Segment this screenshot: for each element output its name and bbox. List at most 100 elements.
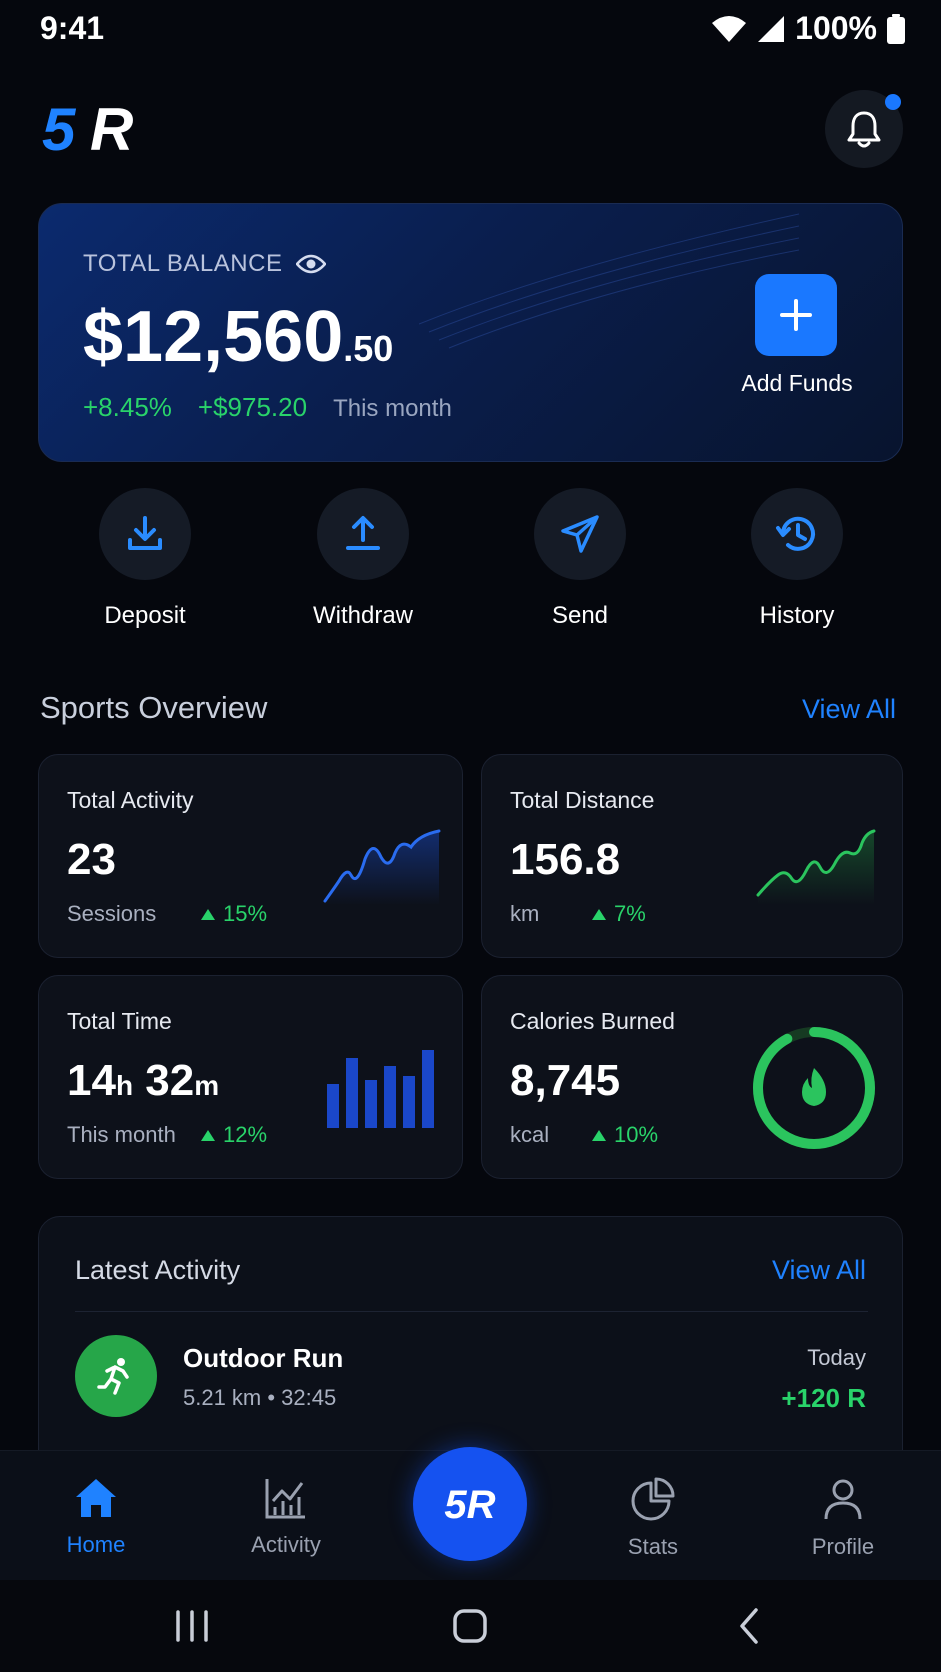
send-label: Send [551, 602, 609, 629]
total-distance-card[interactable]: Total Distance 156.8 km 7% [481, 754, 903, 958]
calories-change: 10% [592, 1122, 658, 1148]
calories-title: Calories Burned [510, 1008, 675, 1034]
total-time-change: 12% [201, 1122, 267, 1148]
total-time-minutes: 32 [145, 1056, 195, 1105]
total-time-hours: 14 [67, 1056, 116, 1105]
system-nav-bar [0, 1580, 941, 1672]
deposit-label: Deposit [104, 602, 186, 629]
trend-up-icon [201, 908, 215, 920]
time-bar [384, 1066, 396, 1128]
bottom-nav: Home Activity 5R Stats Profile [0, 1447, 941, 1580]
withdraw-label: Withdraw [312, 602, 414, 629]
activity-date: Today [807, 1345, 866, 1370]
bell-icon [847, 111, 881, 148]
deposit-action[interactable]: Deposit [55, 488, 235, 630]
balance-period: This month [333, 395, 452, 422]
calories-ring [753, 1027, 875, 1149]
recent-apps-icon[interactable] [172, 1606, 212, 1646]
nav-profile[interactable]: Profile [768, 1477, 918, 1560]
status-time: 9:41 [40, 10, 105, 46]
add-funds-label[interactable]: Add Funds [741, 370, 853, 396]
total-distance-sub: km [510, 901, 540, 926]
balance-label: TOTAL BALANCE [83, 250, 283, 277]
calories-sub: kcal [510, 1122, 550, 1147]
total-time-card[interactable]: Total Time 14h 32m This month 12% [38, 975, 463, 1179]
center-logo: 5R [444, 1483, 495, 1526]
home-system-icon[interactable] [450, 1606, 490, 1646]
svg-text:R: R [90, 100, 133, 158]
nav-home[interactable]: Home [21, 1477, 171, 1558]
calories-card[interactable]: Calories Burned 8,745 kcal 10% [481, 975, 903, 1179]
nav-activity-label: Activity [251, 1532, 321, 1557]
wifi-icon [712, 15, 747, 42]
eye-icon[interactable] [296, 254, 327, 274]
balance-change-pct: +8.45% [83, 392, 172, 422]
sports-overview-title: Sports Overview [40, 690, 268, 725]
app-logo[interactable]: 5 R [42, 100, 162, 158]
latest-activity-title: Latest Activity [75, 1255, 241, 1285]
total-time-change-value: 12% [223, 1122, 268, 1147]
status-bar: 9:41 100% [0, 0, 941, 58]
plus-icon [780, 299, 812, 331]
flame-icon [802, 1068, 826, 1106]
history-button[interactable] [751, 488, 843, 580]
nav-stats-label: Stats [627, 1534, 679, 1559]
balance-changes: +8.45% +$975.20 This month [83, 392, 452, 423]
activity-name: Outdoor Run [183, 1343, 344, 1373]
total-activity-title: Total Activity [67, 787, 194, 813]
nav-center-button[interactable]: 5R [413, 1447, 527, 1561]
latest-view-all-link[interactable]: View All [772, 1255, 867, 1285]
quick-actions: Deposit Withdraw Send History [0, 488, 941, 630]
sports-view-all-link[interactable]: View All [802, 694, 897, 724]
center-logo-text: 5R [444, 1483, 495, 1526]
history-icon [776, 516, 815, 551]
history-action[interactable]: History [707, 488, 887, 630]
withdraw-action[interactable]: Withdraw [273, 488, 453, 630]
total-activity-change-value: 15% [223, 901, 268, 926]
total-time-value: 14h 32m [67, 1056, 219, 1106]
activity-meta: 5.21 km • 32:45 [183, 1385, 337, 1410]
history-label: History [759, 602, 835, 629]
distance-sparkline [756, 829, 876, 905]
send-button[interactable] [534, 488, 626, 580]
total-activity-card[interactable]: Total Activity 23 Sessions 15% [38, 754, 463, 958]
withdraw-button[interactable] [317, 488, 409, 580]
notifications-button[interactable] [825, 90, 903, 168]
total-distance-value: 156.8 [510, 835, 621, 884]
calories-change-value: 10% [614, 1122, 659, 1147]
total-time-sub: This month [67, 1122, 176, 1147]
nav-home-label: Home [66, 1532, 126, 1557]
send-icon [561, 515, 599, 553]
activity-chart-icon [265, 1479, 305, 1519]
time-bar [365, 1080, 377, 1128]
deposit-button[interactable] [99, 488, 191, 580]
svg-text:5: 5 [42, 100, 77, 158]
total-distance-change-value: 7% [614, 901, 646, 926]
trend-up-icon [201, 1129, 215, 1141]
add-funds-button[interactable] [755, 274, 837, 356]
nav-stats[interactable]: Stats [578, 1477, 728, 1560]
calories-ring-progress [753, 1027, 875, 1149]
trend-up-icon [592, 1129, 606, 1141]
download-icon [128, 516, 162, 550]
total-distance-change: 7% [592, 901, 646, 927]
nav-activity[interactable]: Activity [211, 1477, 361, 1558]
balance-amount: $12,560.50 [83, 296, 393, 378]
back-icon[interactable] [730, 1606, 770, 1646]
trend-up-icon [592, 908, 606, 920]
total-time-minutes-unit: m [194, 1070, 220, 1101]
time-bar [327, 1084, 339, 1128]
profile-icon [824, 1479, 862, 1520]
upload-icon [346, 516, 380, 550]
activity-reward: +120 R [781, 1383, 866, 1413]
battery-percent: 100% [795, 10, 877, 46]
activity-avatar [75, 1335, 157, 1417]
pie-chart-icon [631, 1477, 675, 1521]
balance-card: TOTAL BALANCE $12,560.50 +8.45% +$975.20… [38, 203, 903, 462]
notification-badge [885, 94, 901, 110]
card-decoration [419, 213, 799, 349]
running-icon [97, 1358, 129, 1395]
balance-main: $12,560 [83, 297, 344, 377]
balance-cents: .50 [343, 328, 394, 369]
send-action[interactable]: Send [490, 488, 670, 630]
